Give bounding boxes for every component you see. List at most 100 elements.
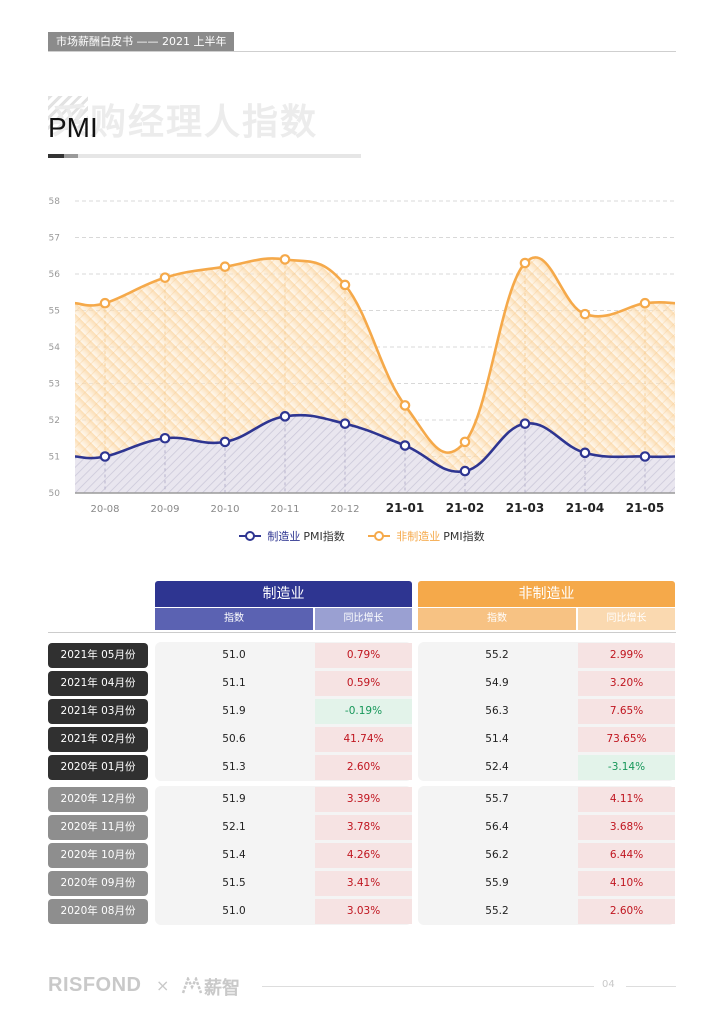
cell-non-manufacturing-index: 52.4 — [485, 761, 509, 773]
x-tick-label: 21-02 — [446, 501, 484, 515]
cell-manufacturing-yoy: 0.79% — [315, 643, 412, 668]
y-tick-label: 53 — [49, 380, 60, 390]
cell-manufacturing-yoy: -0.19% — [315, 699, 412, 724]
y-tick-label: 50 — [49, 489, 61, 499]
cell-non-manufacturing-index: 56.2 — [485, 849, 509, 861]
cell-non-manufacturing-index: 55.7 — [485, 793, 509, 805]
data-point — [99, 297, 111, 309]
data-point — [459, 465, 471, 477]
data-point — [339, 279, 351, 291]
legend-item-non-manufacturing: 非制造业 PMI指数 — [368, 528, 485, 544]
legend-marker-blue-icon — [239, 531, 262, 541]
data-point — [579, 308, 591, 320]
legend-category-manufacturing: 制造业 — [267, 530, 301, 543]
data-point — [459, 436, 471, 448]
data-point — [639, 297, 651, 309]
partner-logo-text: 薪智 — [204, 978, 240, 999]
y-tick-label: 58 — [49, 197, 61, 207]
data-point — [219, 261, 231, 272]
title-hatch-decoration — [48, 96, 88, 130]
legend-item-manufacturing: 制造业 PMI指数 — [239, 528, 345, 544]
cell-manufacturing-yoy: 2.60% — [315, 755, 412, 780]
report-tag: 市场薪酬白皮书 —— 2021 上半年 — [48, 32, 235, 52]
table-group-manufacturing: 制造业 — [155, 581, 412, 607]
row-label: 2020年 01月份 — [48, 755, 148, 780]
cell-manufacturing-index: 51.0 — [222, 905, 246, 917]
cell-non-manufacturing-yoy: 3.20% — [578, 671, 675, 696]
row-label: 2020年 11月份 — [48, 815, 148, 840]
cell-manufacturing-yoy: 3.03% — [315, 899, 412, 924]
cell-manufacturing-yoy: 3.39% — [315, 787, 412, 812]
y-tick-label: 52 — [49, 416, 60, 426]
col-header-manufacturing-index: 指数 — [155, 608, 313, 630]
cell-manufacturing-index: 51.9 — [222, 705, 246, 717]
data-point — [279, 254, 291, 265]
data-point — [399, 400, 411, 411]
header-divider — [48, 51, 676, 52]
x-tick-label: 21-01 — [386, 501, 424, 515]
cell-manufacturing-index: 51.9 — [222, 793, 246, 805]
cell-manufacturing-yoy: 3.41% — [315, 871, 412, 896]
cell-non-manufacturing-yoy: -3.14% — [578, 755, 675, 780]
data-point — [579, 447, 591, 459]
row-label: 2020年 10月份 — [48, 843, 148, 868]
cell-manufacturing-index: 51.1 — [222, 677, 246, 689]
cell-non-manufacturing-yoy: 7.65% — [578, 699, 675, 724]
data-point — [219, 436, 231, 448]
col-header-manufacturing-yoy: 同比增长 — [315, 608, 412, 630]
partner-logo-icon — [181, 975, 203, 995]
x-tick-label: 20-12 — [330, 504, 359, 515]
data-point — [279, 411, 291, 422]
data-point — [519, 418, 531, 429]
cell-manufacturing-yoy: 0.59% — [315, 671, 412, 696]
y-tick-label: 51 — [49, 453, 60, 463]
col-header-non-manufacturing-yoy: 同比增长 — [578, 608, 675, 630]
x-tick-label: 21-04 — [566, 501, 604, 515]
cell-manufacturing-yoy: 3.78% — [315, 815, 412, 840]
cell-manufacturing-index: 51.5 — [222, 877, 246, 889]
data-point — [159, 432, 171, 444]
row-label: 2020年 12月份 — [48, 787, 148, 812]
y-tick-label: 55 — [49, 307, 60, 317]
title-underline-accent-grey — [64, 154, 78, 158]
cell-non-manufacturing-index: 51.4 — [485, 733, 509, 745]
title-background-text: 采购经理人指数 — [52, 102, 319, 143]
cell-non-manufacturing-yoy: 2.60% — [578, 899, 675, 924]
y-tick-label: 54 — [49, 343, 61, 353]
row-label: 2021年 02月份 — [48, 727, 148, 752]
cell-manufacturing-index: 51.0 — [222, 649, 246, 661]
y-tick-label: 57 — [49, 234, 60, 244]
cell-manufacturing-yoy: 41.74% — [315, 727, 412, 752]
footer-divider-right — [626, 986, 676, 987]
x-tick-label: 20-10 — [210, 504, 239, 515]
cell-non-manufacturing-index: 55.2 — [485, 905, 509, 917]
cell-non-manufacturing-yoy: 2.99% — [578, 643, 675, 668]
cell-manufacturing-yoy: 4.26% — [315, 843, 412, 868]
row-label: 2021年 03月份 — [48, 699, 148, 724]
page-title: PMI — [48, 112, 98, 143]
row-label: 2021年 04月份 — [48, 671, 148, 696]
risfond-logo: RISFOND — [48, 974, 142, 996]
data-point — [399, 440, 411, 451]
cell-non-manufacturing-index: 55.9 — [485, 877, 509, 889]
title-underline-accent-dark — [48, 154, 64, 158]
cell-manufacturing-index: 51.3 — [222, 761, 246, 773]
data-point — [639, 451, 651, 462]
legend-suffix: PMI指数 — [303, 530, 345, 543]
legend-category-non-manufacturing: 非制造业 — [396, 530, 441, 543]
page-number: 04 — [602, 979, 615, 990]
x-tick-label: 20-08 — [90, 504, 119, 515]
x-tick-label: 21-03 — [506, 501, 544, 515]
cell-non-manufacturing-index: 56.4 — [485, 821, 509, 833]
footer-divider-left — [262, 986, 594, 987]
row-label: 2021年 05月份 — [48, 643, 148, 668]
footer-separator: × — [156, 976, 170, 995]
x-tick-label: 20-11 — [270, 504, 299, 515]
y-tick-label: 56 — [49, 270, 61, 280]
legend-marker-orange-icon — [368, 531, 391, 541]
data-point — [339, 418, 351, 429]
table-header-divider — [48, 632, 676, 633]
row-label: 2020年 08月份 — [48, 899, 148, 924]
col-header-non-manufacturing-index: 指数 — [418, 608, 576, 630]
cell-non-manufacturing-yoy: 4.11% — [578, 787, 675, 812]
